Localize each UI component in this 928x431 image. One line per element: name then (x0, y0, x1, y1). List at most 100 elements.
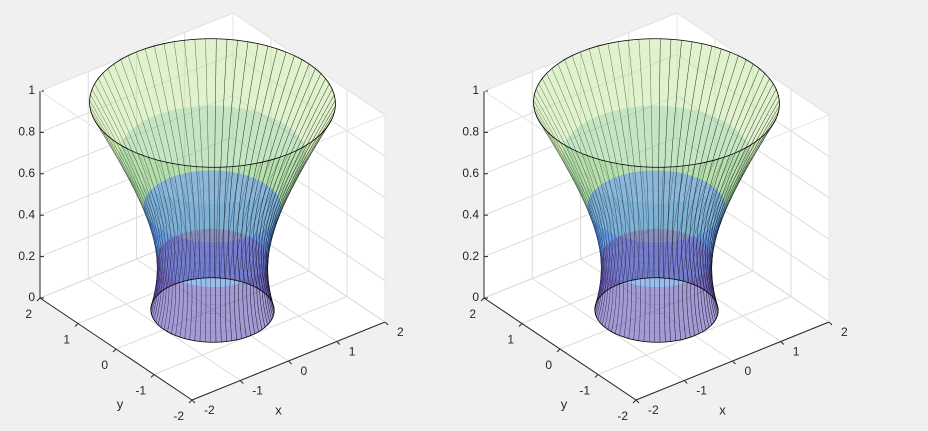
surface-face (194, 149, 203, 162)
surface-edge (264, 295, 267, 305)
surface-face (208, 159, 215, 171)
surface-face (659, 313, 665, 323)
surface-face (208, 180, 215, 192)
surface-face (197, 83, 208, 96)
surface-edge (253, 295, 255, 305)
surface-face (184, 117, 194, 130)
surface-face (638, 330, 645, 342)
surface-face (183, 291, 188, 302)
surface-face (221, 127, 230, 140)
surface-face (668, 285, 675, 296)
surface-face (654, 279, 660, 288)
surface-face (664, 303, 670, 314)
surface-face (218, 229, 225, 239)
surface-face (187, 283, 193, 294)
z-tick-label: 0 (28, 290, 35, 304)
surface-edge (255, 313, 258, 323)
surface-face (187, 72, 198, 86)
surface-face (214, 170, 221, 182)
surface-face (207, 138, 216, 150)
surface-face (225, 302, 231, 313)
surface-face (219, 180, 227, 192)
surface-face (678, 301, 684, 312)
surface-face (234, 62, 246, 76)
surface-face (221, 138, 230, 151)
surface-face (229, 311, 236, 322)
surface-face (649, 278, 655, 288)
y-tick-label: 1 (63, 333, 70, 347)
surface-face (659, 286, 665, 296)
z-tick-label: 0.2 (462, 249, 479, 263)
surface-face (226, 39, 238, 52)
surface-face (214, 138, 223, 150)
surface-edge (250, 305, 253, 315)
surface-edge (116, 157, 122, 166)
surface-face (219, 200, 225, 212)
surface-edge (252, 324, 256, 334)
surface-face (215, 322, 222, 333)
surface-face (682, 282, 688, 293)
surface-face (181, 223, 187, 234)
surface-face (224, 263, 230, 272)
surface-face (640, 285, 646, 296)
surface-face (203, 200, 210, 211)
surface-face (195, 49, 207, 62)
surface-face (215, 332, 222, 343)
tick-mark (288, 360, 292, 365)
surface-face (659, 295, 665, 305)
surface-face (207, 116, 216, 128)
surface-face (179, 289, 184, 301)
surface-face (219, 191, 226, 202)
surface-face (209, 246, 215, 255)
surface-face (224, 191, 231, 203)
surface-face (190, 106, 200, 119)
surface-face (228, 221, 234, 232)
surface-face (203, 270, 210, 279)
surface-face (220, 312, 226, 323)
surface-face (199, 116, 208, 129)
surface-face (635, 302, 641, 313)
surface-edge (243, 308, 245, 319)
surface-edge (265, 304, 268, 314)
surface-face (173, 40, 186, 53)
surface-face (214, 210, 220, 221)
surface-face (669, 311, 675, 323)
tick-mark (556, 348, 561, 353)
tick-mark (635, 399, 640, 404)
surface-face (678, 283, 683, 294)
surface-face (234, 292, 239, 303)
surface-face (225, 311, 231, 323)
surface-face (223, 211, 230, 222)
surface-face (237, 249, 243, 260)
surface-edge (235, 330, 238, 340)
surface-face (220, 149, 229, 162)
surface-edge (290, 181, 296, 190)
surface-face (167, 63, 179, 77)
surface-edge (306, 153, 312, 162)
surface-face (627, 282, 632, 293)
surface-face (191, 181, 199, 193)
surface-face (686, 298, 692, 310)
surface-edge (303, 157, 309, 166)
surface-face (215, 83, 225, 96)
surface-face (204, 254, 210, 264)
tick-mark (594, 374, 599, 378)
surface-face (215, 304, 221, 314)
y-axis-line (39, 297, 193, 401)
surface-face (214, 159, 222, 171)
surface-face (210, 279, 216, 288)
tick-mark (683, 380, 688, 384)
surface-face (234, 283, 239, 294)
surface-face (654, 295, 660, 305)
surface-face (203, 190, 210, 202)
x-tick-label: 1 (793, 345, 800, 359)
surface-face (682, 291, 688, 302)
surface-face (654, 313, 660, 323)
surface-face (210, 295, 216, 305)
surface-face (664, 321, 671, 333)
surface-face (204, 210, 210, 221)
surface-face (238, 282, 244, 293)
surface-edge (320, 130, 326, 139)
tick-mark (112, 348, 117, 353)
surface-edge (249, 325, 251, 336)
